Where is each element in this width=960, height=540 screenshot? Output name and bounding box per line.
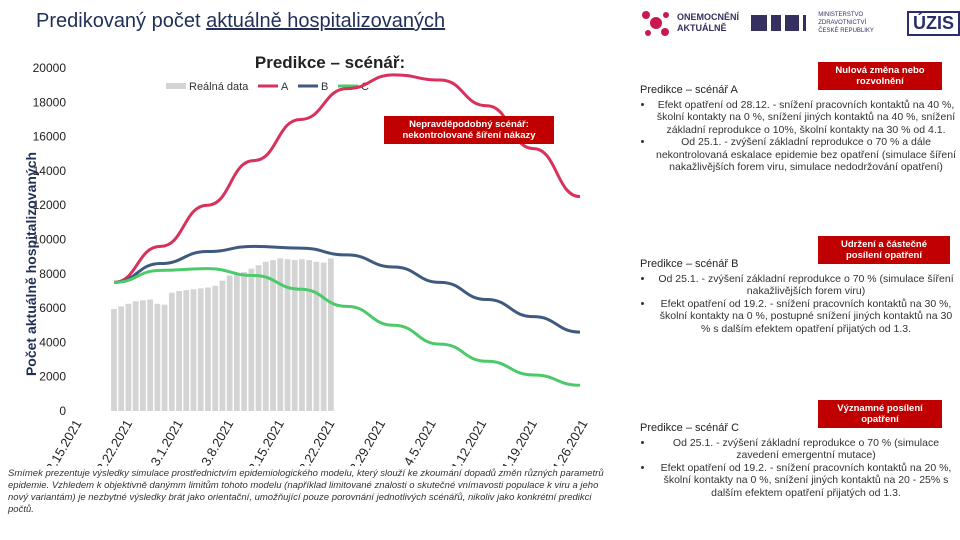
y-tick-label: 4000 xyxy=(39,335,66,349)
page-title-link[interactable]: aktuálně hospitalizovaných xyxy=(206,10,446,32)
callout-significant: Významné posílení opatření xyxy=(818,400,942,428)
footnote: Smímek prezentuje výsledky simulace pros… xyxy=(8,468,604,515)
real-data-bar xyxy=(270,260,276,411)
panel-b-item: Efekt opatření od 19.2. - snížení pracov… xyxy=(654,298,958,336)
real-data-bar xyxy=(262,261,269,411)
real-data-bar xyxy=(168,292,175,411)
real-data-bar xyxy=(176,290,182,411)
x-tick-label: 3.22.2021 xyxy=(296,417,338,466)
page-title-pre: Predikovaný počet xyxy=(36,10,207,32)
x-tick-label: 4.26.2021 xyxy=(549,417,591,466)
y-tick-label: 10000 xyxy=(33,233,67,247)
callout-zero-change: Nulová změna nebo rozvolnění xyxy=(818,62,942,90)
header-band xyxy=(0,0,590,46)
logo-covid: ONEMOCNĚNÍ AKTUÁLNĚ xyxy=(640,7,739,39)
y-axis-label: Počet aktuálně hospitalizovaných xyxy=(23,152,39,376)
logo-mzcr-line1: MINISTERSTVO ZDRAVOTNICTVÍ xyxy=(818,12,867,26)
real-data-bar xyxy=(306,260,313,411)
real-data-bar xyxy=(284,259,291,411)
panel-c-title: Predikce – scénář C xyxy=(640,422,740,434)
real-data-bar xyxy=(154,303,161,411)
series-line-c xyxy=(113,267,581,387)
panel-a-item: Od 25.1. - zvýšení základní reprodukce o… xyxy=(654,136,958,174)
logo-bar: ONEMOCNĚNÍ AKTUÁLNĚ MINISTERSTVO ZDRAVOT… xyxy=(640,6,960,40)
panel-a-title: Predikce – scénář A xyxy=(640,84,738,96)
legend-label-real: Reálná data xyxy=(189,81,249,93)
panel-c-item: Efekt opatření od 19.2. - snížení pracov… xyxy=(654,462,958,500)
x-tick-label: 3.29.2021 xyxy=(346,417,388,466)
panel-a-item: Efekt opatření od 28.12. - snížení praco… xyxy=(654,99,958,137)
y-tick-label: 16000 xyxy=(33,130,67,144)
y-ticks: 0 2000 4000 6000 8000 10000 12000 14000 16000 180… xyxy=(33,61,67,418)
y-tick-label: 14000 xyxy=(33,164,67,178)
page-title: Predikovaný počet aktuálně hospitalizova… xyxy=(36,10,445,33)
x-tick-label: 4.19.2021 xyxy=(498,417,540,466)
callout-unlikely: Nepravděpodobný scénář: nekontrolované š… xyxy=(384,116,554,144)
series-line-b xyxy=(113,244,581,334)
y-tick-label: 12000 xyxy=(33,198,67,212)
panel-scenario-a: Predikce – scénář A Efekt opatření od 28… xyxy=(640,84,958,174)
logo-mzcr-line2: ČESKÉ REPUBLIKY xyxy=(818,28,874,34)
real-data-bar xyxy=(147,299,154,411)
legend-label-b: B xyxy=(321,81,328,93)
x-ticks: 2.15.2021 2.22.2021 3.1.2021 3.8.2021 3.15.2… xyxy=(43,417,591,466)
real-data-bar xyxy=(248,268,255,411)
real-data-bar xyxy=(118,306,125,411)
x-tick-label: 3.1.2021 xyxy=(148,417,186,466)
real-data-bar xyxy=(183,290,190,411)
real-data-bar xyxy=(140,300,146,411)
real-data-bar xyxy=(132,301,139,411)
real-data-bar xyxy=(125,303,132,411)
logo-uzis: ÚZIS xyxy=(906,10,960,36)
chart-title: Predikce – scénář: xyxy=(255,53,405,72)
covid-logo-icon xyxy=(642,11,669,36)
x-tick-label: 4.12.2021 xyxy=(447,417,489,466)
real-data-bar xyxy=(205,287,211,411)
y-tick-label: 8000 xyxy=(39,267,66,281)
series-line-a xyxy=(113,73,581,284)
real-data-bar xyxy=(197,288,204,411)
prediction-chart: Predikce – scénář: Reálná data A B C Poč… xyxy=(23,53,591,466)
y-tick-label: 0 xyxy=(59,404,66,418)
mzcr-emblem-icon xyxy=(751,15,807,31)
real-data-bar xyxy=(320,262,327,411)
panel-scenario-c: Predikce – scénář C Od 25.1. - zvýšení z… xyxy=(640,422,958,499)
callout-keep-strengthen: Udržení a částečné posílení opatření xyxy=(818,236,950,264)
real-data-bar xyxy=(255,265,262,411)
logo-covid-line2: AKTUÁLNĚ xyxy=(677,23,727,33)
real-data-bar xyxy=(241,272,248,411)
header: Predikovaný počet aktuálně hospitalizova… xyxy=(0,0,960,46)
logo-covid-line1: ONEMOCNĚNÍ xyxy=(677,12,740,22)
y-tick-label: 2000 xyxy=(39,370,66,384)
real-data-bar xyxy=(299,259,305,411)
real-data-bar xyxy=(226,275,233,411)
panel-b-title: Predikce – scénář B xyxy=(640,258,739,270)
legend-label-a: A xyxy=(281,81,289,93)
y-tick-label: 6000 xyxy=(39,301,66,315)
real-data-bar xyxy=(219,280,226,411)
panel-scenario-b: Predikce – scénář B Od 25.1. - zvýšení z… xyxy=(640,258,958,335)
real-data-bar xyxy=(111,308,117,411)
x-tick-label: 4.5.2021 xyxy=(401,417,439,466)
real-data-bars xyxy=(111,258,334,411)
real-data-bar xyxy=(277,258,284,411)
real-data-bar xyxy=(212,285,219,411)
real-data-bar xyxy=(233,273,240,411)
panel-b-item: Od 25.1. - zvýšení základní reprodukce o… xyxy=(654,273,958,298)
x-tick-label: 2.15.2021 xyxy=(43,417,85,466)
panel-c-item: Od 25.1. - zvýšení základní reprodukce o… xyxy=(654,437,958,462)
y-tick-label: 20000 xyxy=(33,61,67,75)
real-data-bar xyxy=(291,260,298,411)
real-data-bar xyxy=(161,304,168,411)
real-data-bar xyxy=(190,289,197,411)
real-data-bar xyxy=(327,258,334,411)
x-tick-label: 3.8.2021 xyxy=(198,417,236,466)
y-tick-label: 18000 xyxy=(33,95,67,109)
real-data-bar xyxy=(313,261,320,411)
x-tick-label: 2.22.2021 xyxy=(93,417,135,466)
legend-label-c: C xyxy=(361,81,369,93)
x-tick-label: 3.15.2021 xyxy=(245,417,287,466)
chart-legend: Reálná data A B C xyxy=(166,81,369,93)
